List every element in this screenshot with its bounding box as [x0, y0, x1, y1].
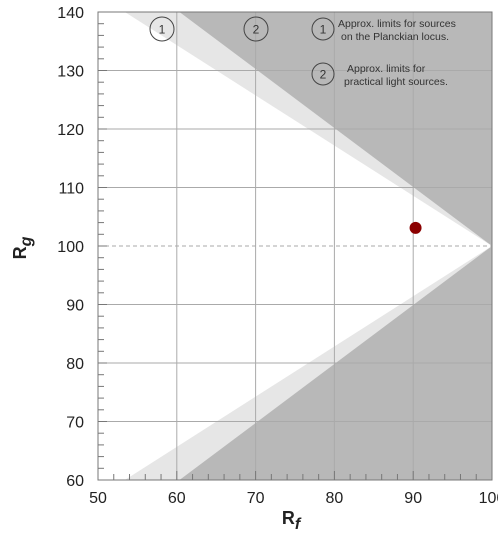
legend-item-1-id: 1 [320, 23, 327, 37]
y-tick-label: 130 [57, 64, 84, 81]
x-axis-title-main: R [282, 508, 295, 528]
legend-item-2-line-2: practical light sources. [344, 76, 448, 88]
y-tick-label: 100 [57, 239, 84, 256]
x-tick-label: 60 [168, 490, 186, 507]
y-tick-labels: 60 70 80 90 100 110 120 130 140 [57, 5, 84, 490]
x-tick-labels: 50 60 70 80 90 100 [89, 490, 498, 507]
region-label-1: 1 [149, 16, 175, 42]
y-tick-label: 110 [58, 181, 84, 198]
y-tick-label: 80 [66, 356, 84, 373]
x-axis-title-sub: f [295, 516, 302, 533]
x-tick-label: 50 [89, 490, 107, 507]
legend: 1 Approx. limits for sources on the Plan… [311, 17, 456, 88]
x-tick-label: 80 [326, 490, 344, 507]
legend-item-1: 1 Approx. limits for sources on the Plan… [311, 17, 456, 43]
y-tick-label: 70 [66, 415, 84, 432]
legend-item-2-line-1: Approx. limits for [347, 63, 426, 75]
y-axis-title: Rg [10, 236, 35, 259]
region-label-2-text: 2 [253, 23, 260, 37]
legend-item-1-line-1: Approx. limits for sources [338, 18, 456, 30]
x-tick-label: 70 [247, 490, 265, 507]
data-point [409, 221, 422, 234]
region-label-1-text: 1 [159, 23, 166, 37]
minor-ticks [97, 11, 493, 481]
x-axis-title: Rf [282, 508, 302, 533]
x-tick-label: 90 [404, 490, 422, 507]
y-tick-label: 140 [57, 5, 84, 22]
y-tick-label: 90 [66, 298, 84, 315]
plot-area [98, 12, 492, 480]
y-tick-label: 120 [57, 122, 84, 139]
x-tick-label: 100 [479, 490, 498, 507]
legend-item-1-line-2: on the Planckian locus. [341, 31, 449, 43]
data-points [409, 221, 422, 234]
y-tick-label: 60 [66, 473, 84, 490]
y-axis-title-main: R [10, 246, 30, 259]
legend-item-2-id: 2 [320, 68, 327, 82]
region-label-2: 2 [243, 16, 269, 42]
y-axis-title-sub: g [18, 236, 35, 247]
legend-item-2: 2 Approx. limits for practical light sou… [311, 62, 448, 88]
